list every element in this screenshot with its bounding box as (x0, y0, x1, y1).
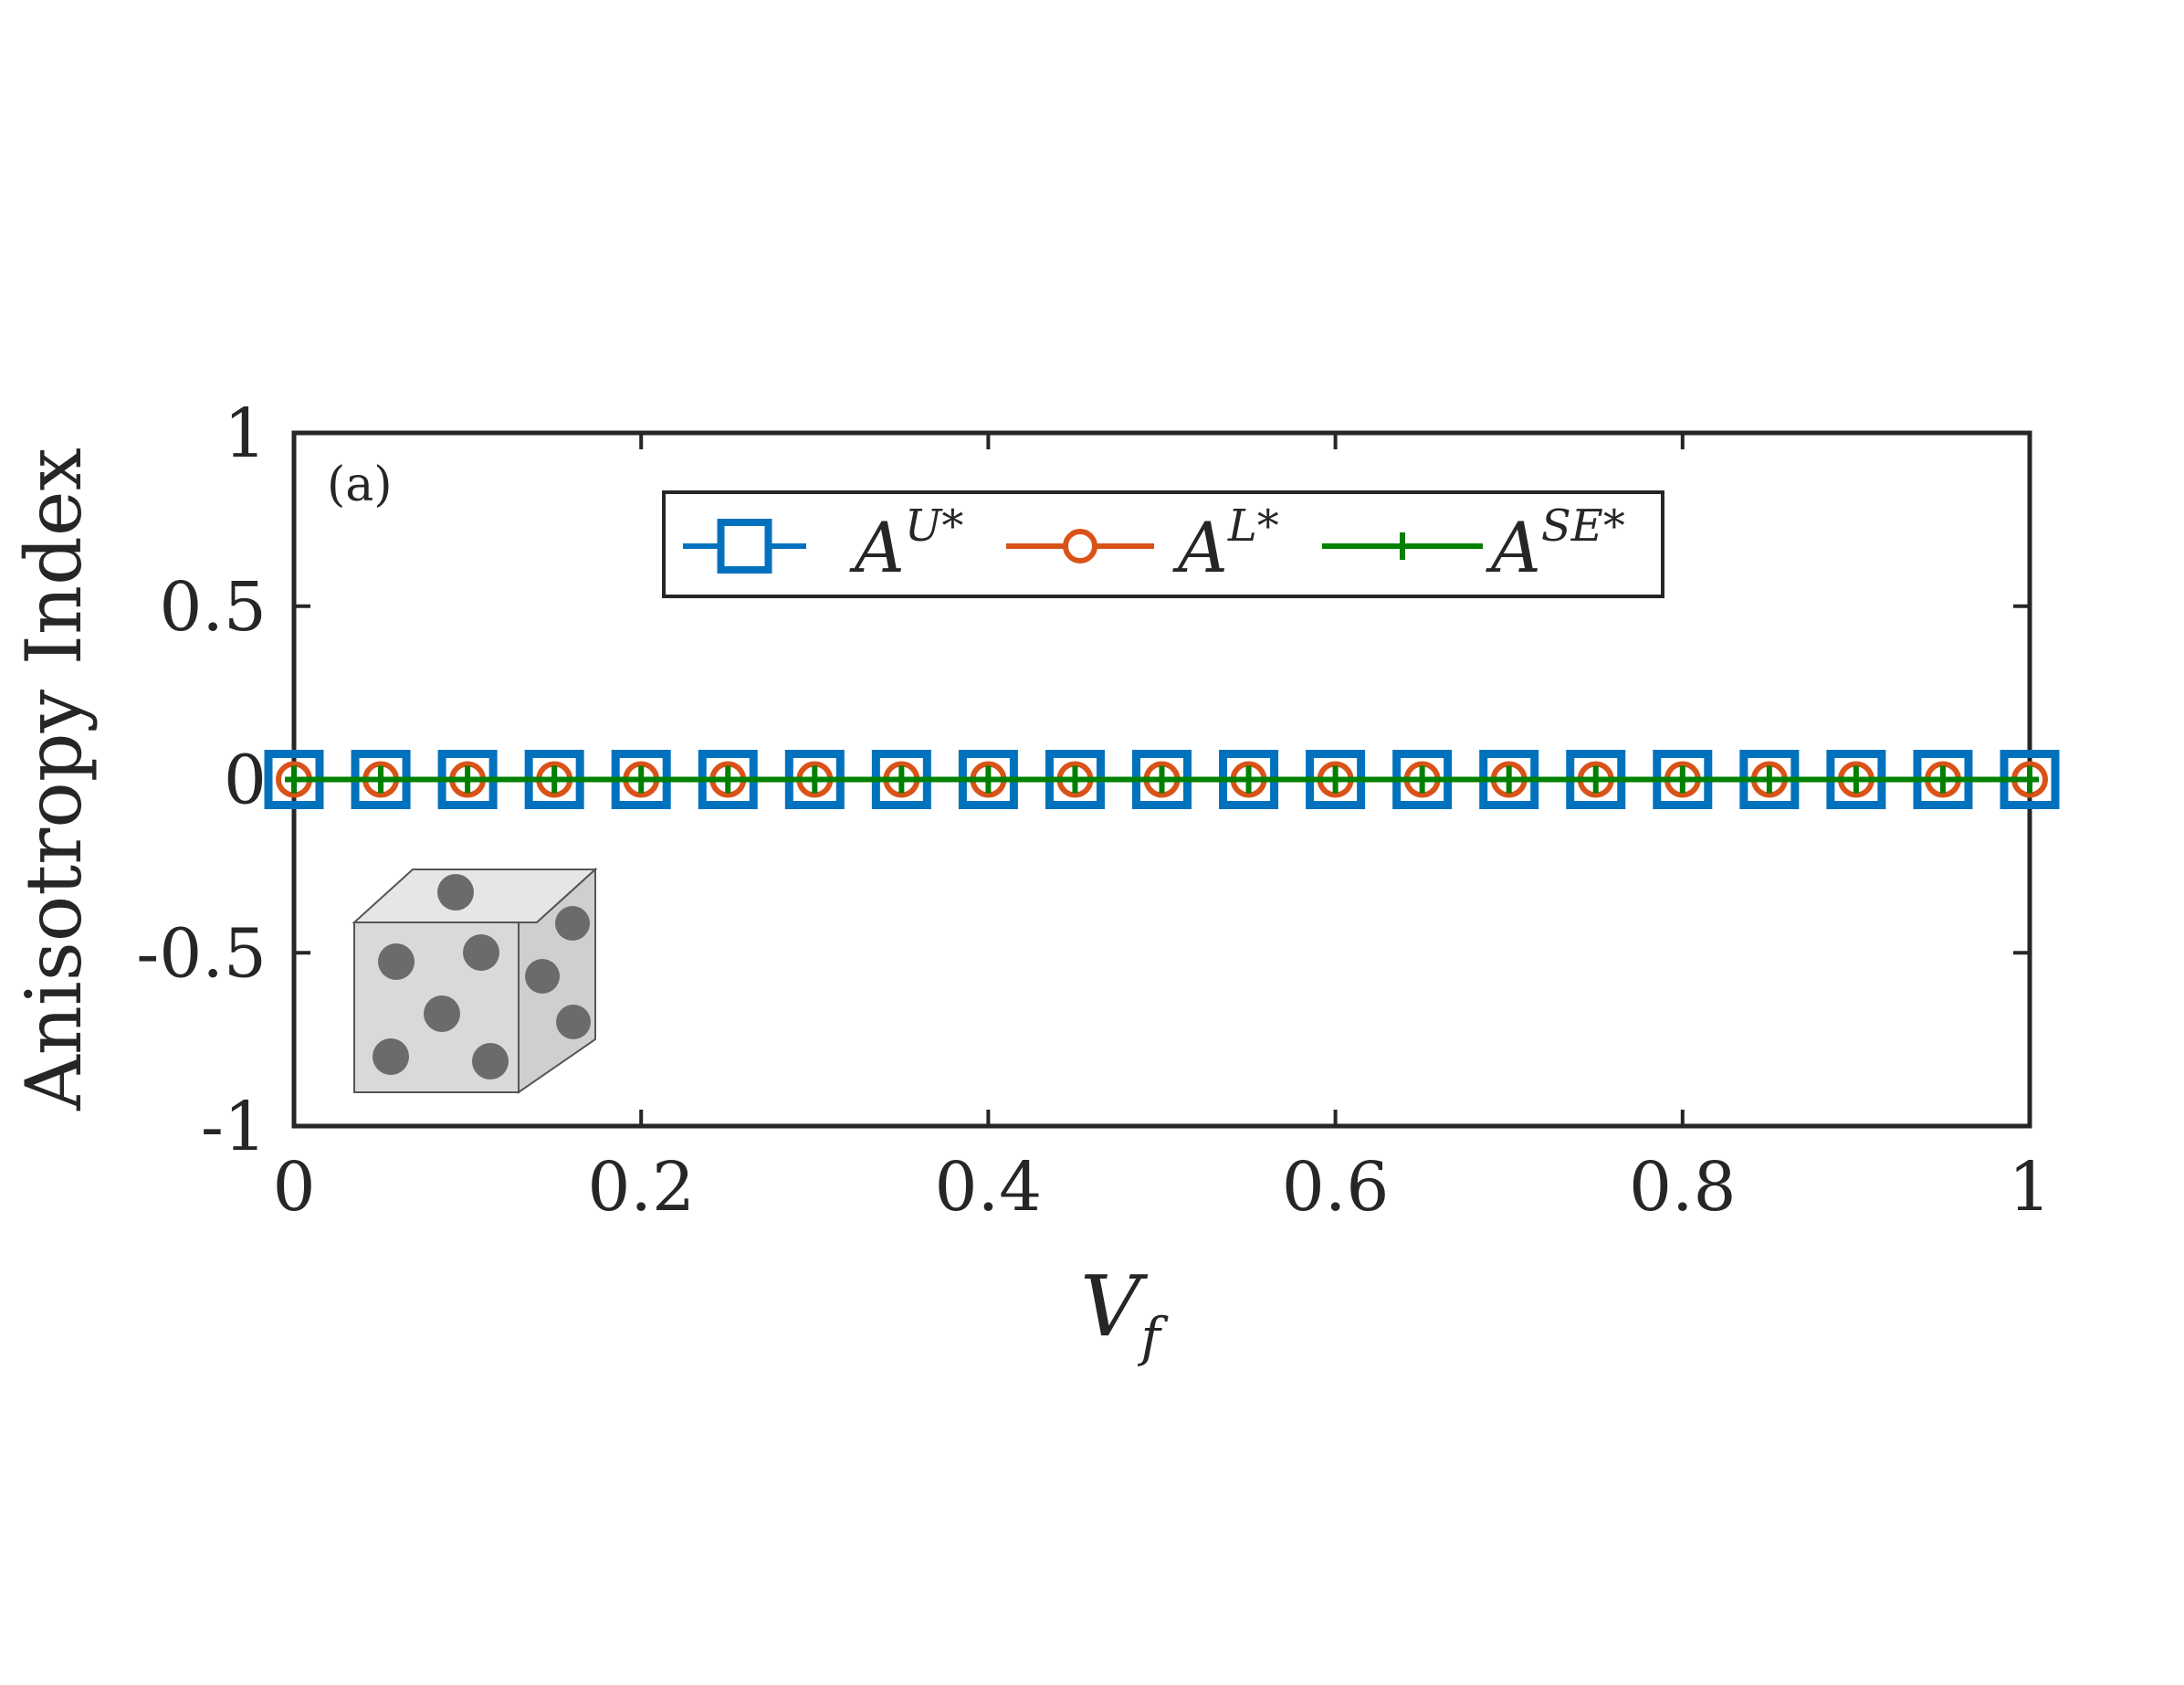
legend-label-0: AU* (849, 500, 963, 588)
y-tick-label: 0 (224, 742, 267, 820)
legend-circle-marker (1063, 529, 1097, 563)
x-tick-label: 0.4 (935, 1148, 1043, 1227)
y-tick-label: 0.5 (159, 568, 267, 647)
particle (424, 995, 460, 1032)
x-tick-label: 1 (2008, 1148, 2051, 1227)
x-tick-labels: 0 0.2 0.4 0.6 0.8 1 (272, 1148, 2051, 1227)
legend-square-marker (717, 519, 772, 574)
particle (556, 1005, 591, 1039)
legend-label-1: AL* (1172, 500, 1279, 588)
legend-label-sup: SE* (1541, 500, 1625, 552)
legend-label-main: A (849, 507, 905, 588)
particle (472, 1043, 509, 1079)
legend-label-sup: U* (905, 500, 963, 552)
legend-label-main: A (1172, 507, 1228, 588)
particle (525, 959, 560, 994)
particle (437, 874, 474, 911)
series-layer (264, 750, 2060, 809)
y-tick-label: -0.5 (136, 914, 267, 993)
x-axis-label-main: V (1080, 1258, 1149, 1355)
particle (373, 1038, 409, 1075)
cube-with-spherical-particles-icon (352, 867, 598, 1094)
legend-label-sup: L* (1227, 500, 1279, 552)
particle (378, 943, 415, 980)
x-tick-label: 0.8 (1629, 1148, 1737, 1227)
panel-label: (a) (327, 458, 393, 512)
x-tick-label: 0 (272, 1148, 315, 1227)
x-tick-label: 0.2 (587, 1148, 695, 1227)
legend-label-2: ASE* (1486, 500, 1625, 588)
y-axis-label: Anisotropy Index (9, 448, 99, 1111)
x-tick-label: 0.6 (1282, 1148, 1390, 1227)
legend: AU* AL* ASE* (662, 490, 1664, 598)
y-tick-label: -1 (201, 1088, 267, 1166)
particle (555, 906, 590, 941)
y-tick-labels: 1 0.5 0 -0.5 -1 (136, 395, 267, 1166)
legend-label-main: A (1486, 507, 1541, 588)
particle (463, 934, 499, 971)
legend-box (662, 490, 1664, 598)
y-tick-label: 1 (224, 395, 267, 473)
